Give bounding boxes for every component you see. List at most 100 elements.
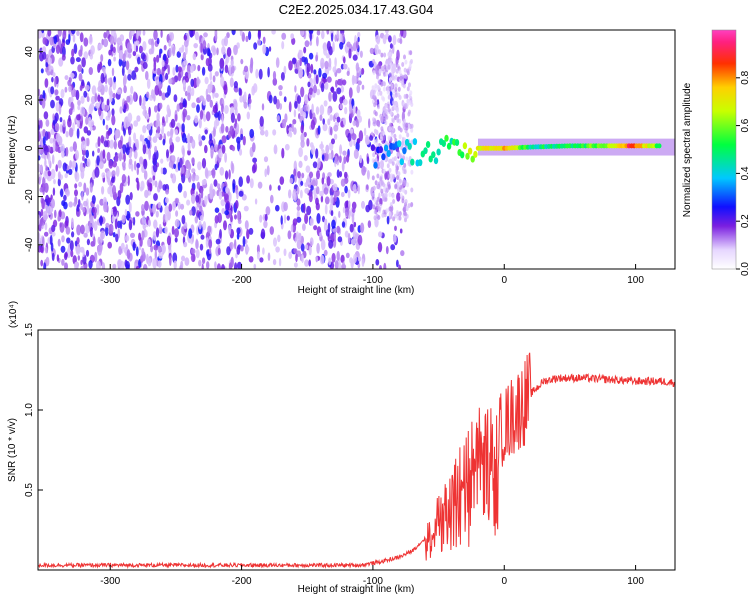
noise-blob [398,95,402,100]
noise-blob [237,113,241,122]
noise-blob [130,232,135,238]
noise-blob [97,94,101,102]
signal-point [431,151,436,159]
noise-blob [402,83,406,89]
noise-blob [42,176,46,188]
noise-blob [69,240,74,251]
noise-blob [149,182,153,192]
noise-blob [366,156,370,165]
noise-blob [388,211,392,217]
noise-blob [117,139,123,150]
noise-blob [38,176,41,185]
noise-blob [90,120,95,127]
noise-blob [276,115,280,122]
noise-blob [248,102,252,111]
noise-blob [200,234,205,240]
noise-blob [300,30,304,37]
spectrogram-y-ticks: -40 -20 0 20 40 [24,46,43,252]
noise-blob [304,94,309,105]
colorbar-tick-label: 0.2 [740,214,750,228]
noise-blob [182,51,187,61]
noise-blob [357,36,360,43]
noise-blob [347,132,352,142]
noise-blob [353,221,357,228]
noise-blob [181,255,186,262]
noise-blob [344,185,348,194]
noise-blob [125,234,130,242]
noise-blob [336,116,341,123]
noise-blob [387,107,391,113]
noise-blob [57,238,61,247]
noise-blob [342,98,348,106]
noise-blob [278,257,282,267]
noise-blob [78,181,83,188]
noise-blob [104,77,108,85]
noise-blob [390,132,394,138]
noise-blob [76,114,81,121]
noise-blob [70,30,76,35]
noise-blob [38,120,41,126]
noise-blob [410,187,414,193]
noise-blob [116,37,122,46]
noise-blob [142,263,148,269]
noise-blob [184,257,190,266]
noise-blob [97,245,102,256]
noise-blob [361,258,365,267]
noise-blob [201,263,204,269]
noise-blob [205,111,211,122]
noise-blob [164,205,169,216]
noise-blob [251,85,256,96]
noise-blob [152,153,157,165]
colorbar-label: Normalized spectral amplitude [682,82,693,217]
noise-blob [70,101,74,111]
noise-blob [153,56,157,63]
x-tick-label: -100 [363,576,383,587]
noise-blob [149,136,152,142]
noise-blob [351,201,357,210]
noise-blob [300,86,305,98]
noise-blob [97,136,101,148]
noise-blob [183,190,188,199]
noise-blob [64,173,68,179]
noise-blob [159,102,163,110]
noise-blob [275,204,280,212]
noise-blob [386,89,390,95]
noise-blob [382,168,386,174]
noise-blob [123,74,127,85]
noise-blob [55,44,61,54]
noise-blob [153,60,157,72]
noise-blob [355,62,360,72]
x-tick-label: 0 [501,576,507,587]
noise-blob [336,250,340,261]
noise-blob [86,204,90,215]
noise-blob [171,201,176,211]
noise-blob [57,159,62,169]
noise-blob [236,261,242,269]
noise-blob [406,132,410,138]
noise-blob [107,241,112,249]
noise-blob [101,101,105,111]
noise-blob [200,189,204,199]
noise-blob [82,155,85,162]
noise-blob [388,35,392,43]
noise-blob [170,128,173,140]
noise-blob [374,97,378,103]
noise-blob [168,203,173,212]
noise-blob [269,184,272,191]
noise-blob [224,210,230,216]
noise-blob [304,182,309,188]
noise-blob [202,221,207,231]
noise-blob [133,160,137,171]
noise-blob [253,263,257,269]
noise-blob [62,119,66,128]
noise-blob [296,198,301,206]
noise-blob [157,201,162,209]
noise-blob [388,126,392,132]
noise-blob [300,243,305,252]
noise-blob [394,74,398,80]
noise-blob [249,178,254,189]
noise-blob [335,79,338,88]
noise-blob [168,40,172,47]
noise-blob [175,64,179,73]
noise-blob [352,54,358,61]
